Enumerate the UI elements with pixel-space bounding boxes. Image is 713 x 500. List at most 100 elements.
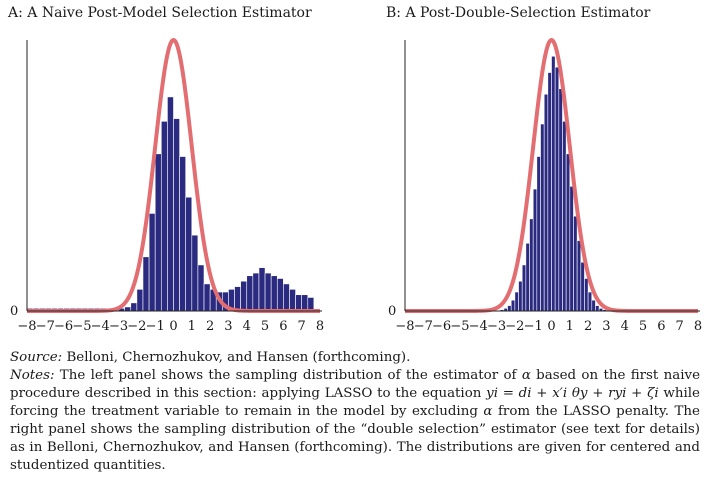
caption-notes: Notes: The left panel shows the sampling… (10, 367, 700, 475)
panel-a-bar-18 (136, 289, 144, 312)
panel-b-bar-22 (576, 240, 582, 312)
panel-b-x-tick-label: 2 (584, 319, 592, 334)
panel-b-bar-8 (525, 242, 530, 312)
panel-a-x-tick-label: −1 (146, 319, 165, 334)
panel-a-bar-45 (301, 294, 309, 312)
panel-b-bar-23 (580, 261, 585, 312)
panel-a-x-tick-label: 4 (243, 319, 251, 334)
panel-a-x-tick-label: 3 (224, 319, 232, 334)
panel-a-bar-16 (124, 306, 132, 312)
panel-a-x-tick-label: 6 (279, 319, 287, 334)
panel-b-bar-21 (573, 215, 578, 312)
panel-a-bar-42 (283, 283, 290, 312)
panel-a-bar-43 (289, 289, 296, 312)
panel-a-bar-35 (240, 280, 248, 312)
panel-b-bar-17 (558, 88, 563, 312)
notes-text-1: The left panel shows the sampling distri… (54, 368, 522, 383)
panel-a-bar-38 (258, 267, 266, 312)
panel-a-bar-29 (203, 283, 211, 312)
panel-a-bar-37 (252, 272, 260, 312)
alpha-symbol: α (483, 404, 493, 419)
panel-b-x-tick-label: −5 (450, 319, 469, 334)
panel-a-x-tick-label: −3 (109, 319, 128, 334)
panel-a-bar-39 (264, 272, 272, 312)
panel-a-x-tick-label: −4 (91, 319, 110, 334)
panel-a-bar-25 (179, 156, 186, 312)
panel-a-bar-27 (191, 234, 199, 312)
panel-b-bar-9 (529, 218, 534, 312)
panel-b-x-tick-label: −6 (432, 319, 451, 334)
panel-a-x-tick-label: 5 (261, 319, 269, 334)
lasso-equation: yi = di + x′i θy + ryi + ζi (486, 386, 659, 401)
panel-b-bar-11 (536, 156, 541, 312)
panel-a-title: A: A Naive Post-Model Selection Estimato… (8, 5, 312, 21)
panel-a-y-tick-label: 0 (10, 304, 18, 319)
panel-b-bar-18 (562, 121, 567, 312)
panel-a-x-tick-label: −8 (17, 319, 36, 334)
panel-b-bar-20 (569, 186, 574, 312)
panel-a-bar-41 (276, 278, 284, 312)
panel-b-x-tick-label: 0 (547, 319, 555, 334)
panel-a-x-tick-label: 1 (188, 319, 196, 334)
panel-b-x-tick-label: 1 (566, 319, 574, 334)
panel-a-bar-22 (160, 121, 168, 312)
panel-b-x-tick-label: −7 (414, 319, 433, 334)
caption-source: Source: Belloni, Chernozhukov, and Hanse… (10, 349, 700, 367)
panel-a-x-tick-label: −5 (72, 319, 91, 334)
panel-b-x-tick-label: 8 (694, 319, 702, 334)
panel-b-bar-25 (587, 291, 593, 312)
notes-label: Notes: (10, 368, 55, 383)
notes-text-4: from the LASSO penalty. The right panel … (10, 404, 700, 473)
panel-a-bar-24 (173, 118, 180, 312)
panel-a-x-tick-label: 8 (316, 319, 324, 334)
panel-a-bar-34 (234, 286, 241, 312)
panel-b-bar-24 (584, 278, 589, 312)
panel-a-bar-17 (130, 302, 138, 312)
alpha-symbol: α (521, 368, 531, 383)
panel-b-bar-13 (543, 93, 549, 312)
panel-a-x-tick-label: 0 (169, 319, 177, 334)
notes-text-2: based on the first naive procedure descr… (10, 368, 701, 401)
histogram-panel-b: 0−8 −7 −6 −5 −4 −3 −2 −1 0 1 2 3 4 5 6 7 8 (388, 38, 702, 334)
panel-a-x-tick-label: 7 (298, 319, 306, 334)
panel-b-x-tick-label: 5 (639, 319, 647, 334)
source-text: Belloni, Chernozhukov, and Hansen (forth… (62, 350, 411, 365)
panel-b-bar-19 (565, 153, 571, 312)
panel-b-x-tick-label: 6 (657, 319, 665, 334)
panel-b-bar-7 (521, 264, 527, 312)
panel-b-x-tick-label: −1 (524, 319, 543, 334)
panel-b-bar-27 (595, 305, 600, 312)
notes-text-3: while forcing the treatment variable to … (10, 386, 700, 419)
panel-b-x-tick-label: −3 (487, 319, 506, 334)
panel-a-bar-44 (295, 294, 302, 312)
panel-a-bar-28 (197, 264, 205, 312)
panel-b-y-tick-label: 0 (388, 304, 396, 319)
panel-b-bar-16 (554, 66, 560, 312)
panel-b-x-tick-label: −4 (469, 319, 488, 334)
panel-b-title: B: A Post-Double-Selection Estimator (386, 5, 651, 21)
panel-b-x-tick-label: −2 (505, 319, 524, 334)
panel-b-bar-4 (510, 299, 516, 312)
panel-b-bar-10 (532, 188, 538, 312)
panel-b-bar-14 (547, 72, 552, 312)
panel-b-bar-3 (507, 305, 512, 312)
histogram-panel-a: 0−8 −7 −6 −5 −4 −3 −2 −1 0 1 2 3 4 5 6 7 8 (10, 38, 324, 334)
panel-a-bar-21 (154, 153, 162, 312)
panel-a-bar-19 (142, 256, 150, 312)
figure-caption: Source: Belloni, Chernozhukov, and Hanse… (10, 349, 700, 475)
panel-a-bar-20 (148, 213, 156, 312)
source-label: Source: (10, 350, 63, 365)
panel-b-bar-5 (514, 291, 519, 312)
panel-b-x-tick-label: −8 (395, 319, 414, 334)
panel-b-bar-26 (591, 299, 596, 312)
panel-a-bar-23 (167, 96, 174, 312)
panel-b-x-tick-label: 4 (621, 319, 629, 334)
panel-a-x-tick-label: −2 (127, 319, 146, 334)
panel-b-x-tick-label: 3 (602, 319, 610, 334)
panel-a-x-tick-label: −6 (54, 319, 73, 334)
panel-a-x-tick-label: −7 (36, 319, 55, 334)
panel-a-bar-46 (307, 297, 315, 312)
panel-b-bar-6 (518, 280, 523, 312)
panel-b-x-tick-label: 7 (676, 319, 684, 334)
panel-a-bar-26 (185, 196, 193, 312)
